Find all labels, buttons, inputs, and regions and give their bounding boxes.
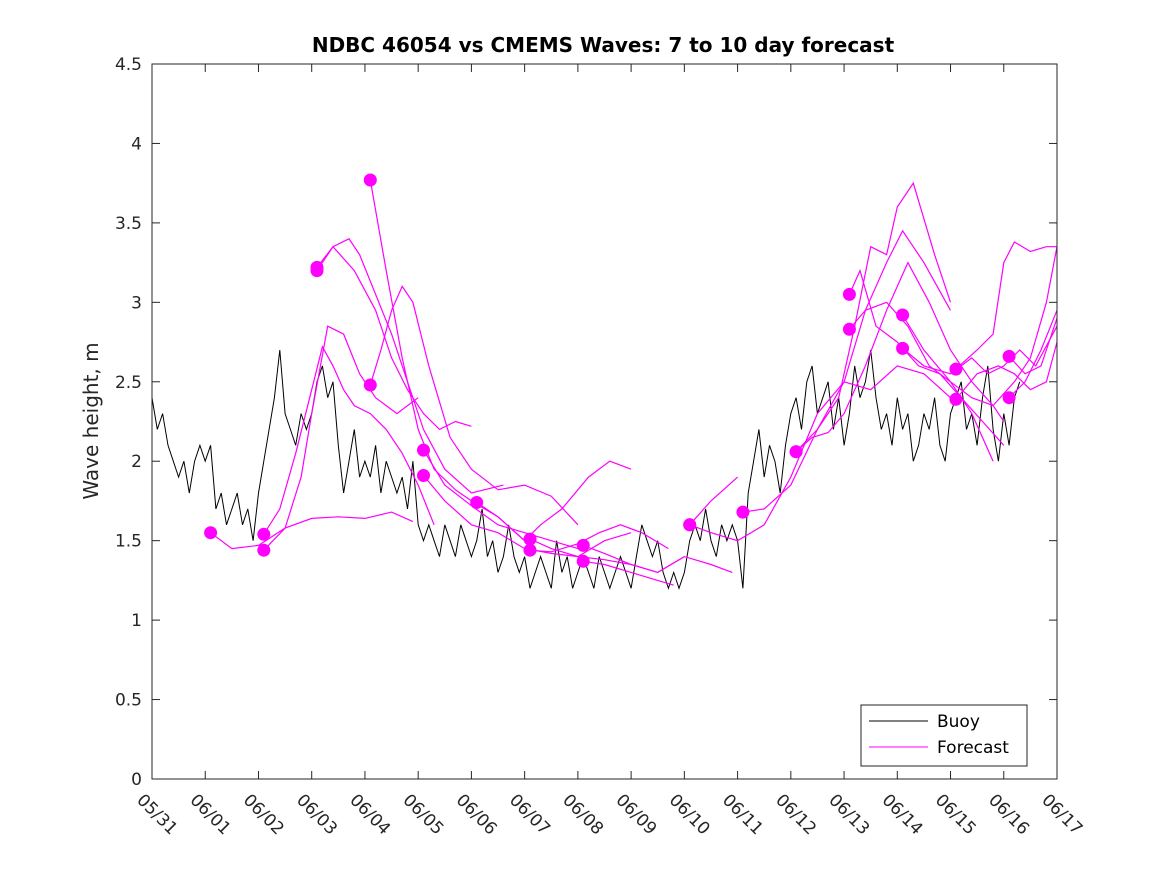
- forecast-start-point-12: [523, 543, 537, 557]
- y-tick-label: 1.5: [115, 532, 142, 552]
- x-tick-label: 06/06: [452, 790, 501, 839]
- x-tick-label: 06/07: [505, 790, 554, 839]
- y-tick-label: 0: [131, 770, 142, 790]
- forecast-line-24: [955, 241, 1057, 370]
- y-tick-label: 4.5: [115, 55, 142, 75]
- forecast-start-point-14: [576, 554, 590, 568]
- x-tick-label: 06/11: [718, 790, 767, 839]
- forecast-line-8: [422, 449, 579, 550]
- forecast-start-point-11: [523, 532, 537, 546]
- forecast-line-2: [263, 325, 419, 551]
- forecast-start-point-2: [257, 543, 271, 557]
- x-tick-label: 06/17: [1037, 790, 1086, 839]
- buoy-line: [152, 349, 1021, 590]
- forecast-line-27: [1008, 310, 1057, 399]
- forecast-start-point-8: [417, 443, 430, 457]
- forecast-line-23: [902, 325, 1057, 375]
- forecast-start-point-16: [683, 518, 697, 532]
- forecast-start-point-21: [842, 322, 856, 336]
- forecast-start-point-26: [1002, 349, 1016, 363]
- legend: Buoy Forecast: [860, 704, 1028, 767]
- x-tick-label: 06/13: [825, 790, 874, 839]
- forecast-line-15: [689, 365, 951, 542]
- forecast-line-3: [263, 345, 435, 535]
- forecast-line-25: [955, 341, 1057, 400]
- x-tick-label: 06/01: [186, 790, 235, 839]
- chart-title: NDBC 46054 vs CMEMS Waves: 7 to 10 day f…: [312, 33, 895, 57]
- forecast-start-point-13: [576, 538, 590, 552]
- x-tick-label: 06/09: [612, 790, 661, 839]
- forecast-line-18: [795, 181, 952, 453]
- forecast-start-point-10: [470, 496, 484, 509]
- forecast-start-point-25: [949, 392, 963, 406]
- forecast-start-point-27: [1002, 391, 1016, 405]
- y-tick-label: 3: [131, 293, 142, 313]
- forecast-start-point-20: [842, 287, 856, 301]
- forecast-line-17: [742, 229, 952, 513]
- forecast-line-12: [529, 524, 669, 553]
- plot-series: [152, 179, 1057, 590]
- y-tick-label: 0.5: [115, 691, 142, 711]
- forecast-line-19: [795, 261, 1005, 453]
- forecast-line-14: [583, 560, 674, 586]
- y-tick-label: 1: [131, 611, 142, 631]
- y-axis-label: Wave height, m: [79, 342, 103, 499]
- forecast-line-22: [902, 246, 1057, 407]
- forecast-start-point-5: [310, 260, 324, 274]
- x-tick-label: 06/05: [399, 790, 448, 839]
- forecast-line-13: [582, 544, 733, 574]
- forecast-start-point-9: [417, 469, 430, 482]
- forecast-line-21: [848, 301, 994, 462]
- x-tick-label: 06/10: [665, 790, 714, 839]
- x-tick-label: 05/31: [132, 790, 181, 839]
- forecast-line-7: [369, 285, 579, 526]
- x-tick-label: 06/08: [558, 790, 607, 839]
- forecast-start-point-1: [204, 526, 218, 540]
- forecast-line-10: [476, 460, 632, 542]
- x-tick-label: 06/12: [771, 790, 820, 839]
- x-tick-label: 06/14: [878, 790, 927, 839]
- legend-forecast-label: Forecast: [937, 738, 1009, 758]
- forecast-line-16: [689, 476, 739, 526]
- forecast-start-point-17: [736, 505, 750, 519]
- forecast-start-point-22: [896, 308, 910, 322]
- x-tick-label: 06/02: [239, 790, 288, 839]
- forecast-start-point-6: [363, 173, 377, 187]
- forecast-line-26: [1008, 318, 1057, 375]
- axes-box: [151, 63, 1058, 780]
- forecast-line-5: [316, 245, 472, 431]
- forecast-line-20: [848, 268, 1005, 446]
- x-tick-label: 06/03: [292, 790, 341, 839]
- y-tick-label: 4: [131, 134, 142, 154]
- y-tick-label: 2.5: [115, 373, 142, 393]
- x-tick-label: 06/04: [345, 790, 394, 839]
- forecast-start-point-23: [896, 341, 910, 355]
- y-tick-label: 3.5: [115, 214, 142, 234]
- x-tick-label: 06/15: [931, 790, 980, 839]
- legend-box: [860, 704, 1028, 767]
- forecast-start-point-3: [257, 527, 271, 541]
- forecast-line-1: [210, 511, 414, 550]
- forecast-line-4: [316, 238, 504, 494]
- plot-area: [152, 173, 1057, 590]
- x-tick-label: 06/16: [984, 790, 1033, 839]
- forecast-start-point-24: [949, 362, 963, 376]
- forecast-start-point-19: [789, 445, 803, 459]
- legend-buoy-label: Buoy: [937, 712, 980, 732]
- y-tick-label: 2: [131, 452, 142, 472]
- forecast-start-point-7: [363, 378, 377, 392]
